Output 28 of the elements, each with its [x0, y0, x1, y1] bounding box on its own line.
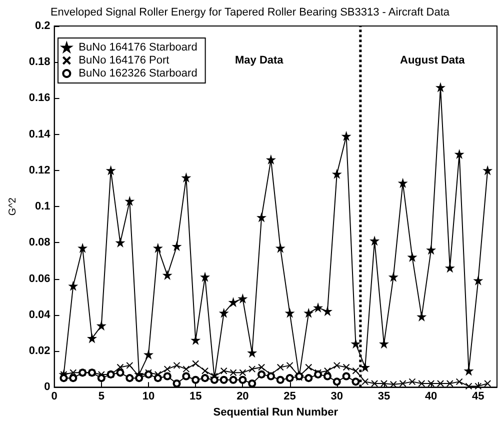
x-tick-label: 35 [378, 390, 390, 403]
y-tick-label: 0.18 [28, 56, 50, 68]
y-tick-label: 0.2 [35, 20, 50, 32]
y-tick-label: 0.12 [28, 164, 50, 176]
x-tick-label: 5 [98, 390, 104, 403]
x-tick-label: 10 [142, 390, 155, 403]
y-tick-label: 0.16 [28, 92, 50, 104]
y-tick-label: 0 [44, 381, 50, 394]
x-tick-label: 15 [189, 390, 202, 403]
x-tick-label: 25 [284, 390, 296, 403]
y-tick-label: 0.02 [28, 344, 50, 357]
y-tick-label: 0.14 [28, 128, 52, 140]
chart-title: Enveloped Signal Roller Energy for Tapered Roller Bearing SB3313 - Aircraft Data [50, 6, 450, 18]
y-tick-label: 0.1 [35, 200, 50, 213]
x-tick-label: 30 [330, 390, 344, 403]
y-tick-label: 0.08 [28, 236, 50, 249]
legend-label: BuNo 164176 Starboard [78, 42, 198, 54]
x-tick-label: 40 [424, 390, 438, 403]
x-axis-title: Sequential Run Number [213, 406, 339, 418]
y-axis-title: G^2 [8, 197, 18, 216]
x-tick-label: 45 [472, 390, 484, 403]
legend-label: BuNo 162326 Starboard [78, 68, 198, 80]
annotation: August Data [400, 54, 466, 66]
y-tick-label: 0.04 [28, 308, 52, 321]
x-tick-label: 20 [236, 390, 249, 403]
y-tick-label: 0.06 [28, 272, 50, 285]
annotation: May Data [235, 54, 284, 66]
legend-label: BuNo 164176 Port [78, 54, 170, 66]
